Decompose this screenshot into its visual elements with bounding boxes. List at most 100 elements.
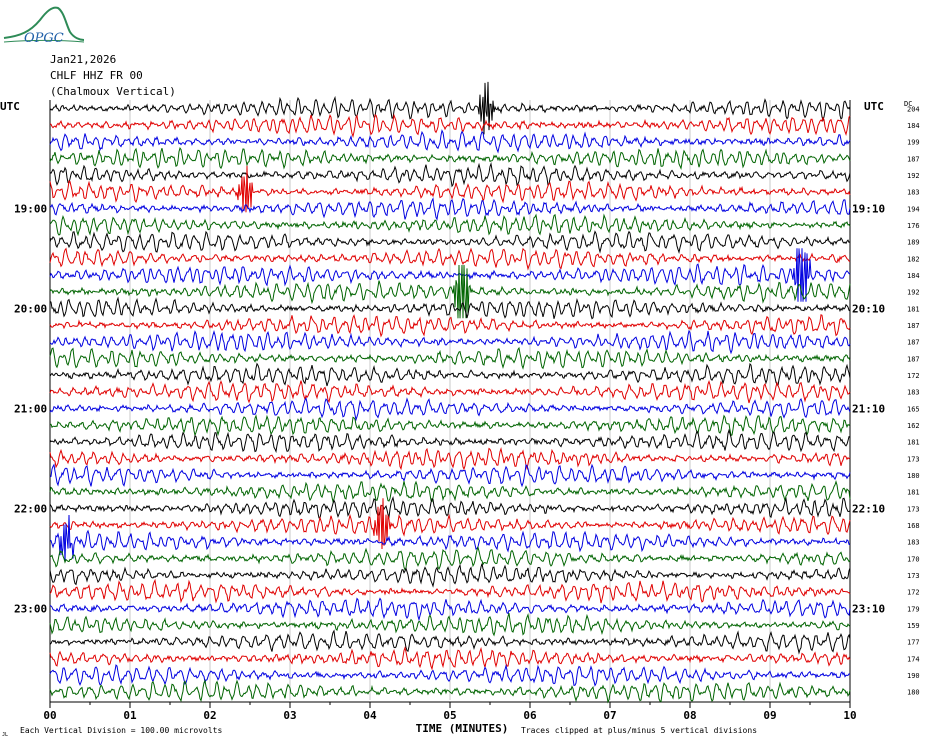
seismic-trace-30 [49, 597, 851, 622]
time-tick-label: 06 [523, 709, 537, 722]
dc-offset-value: 179 [907, 605, 920, 613]
dc-offset-value: 172 [907, 589, 920, 597]
dc-offset-value: 180 [907, 472, 920, 480]
dc-offset-value: 159 [907, 622, 920, 630]
seismic-trace-33 [49, 646, 851, 671]
seismic-trace-32 [49, 629, 851, 655]
seismic-trace-18 [49, 397, 851, 422]
seismic-trace-25 [49, 498, 851, 550]
right-hour-label: 23:10 [852, 602, 885, 615]
seismic-trace-17 [49, 379, 851, 404]
time-axis-title: TIME (MINUTES) [416, 722, 509, 735]
time-tick-label: 05 [443, 709, 456, 722]
seismic-trace-13 [49, 314, 851, 338]
time-tick-label: 00 [43, 709, 56, 722]
station-description: (Chalmoux Vertical) [50, 85, 176, 98]
axis-labels: UTC UTC DC 19:00 20:00 21:00 22:00 23:00 19:10 20… [0, 100, 920, 738]
dc-offset-value: 172 [907, 372, 920, 380]
dc-offset-value: 165 [907, 405, 920, 413]
dc-offset-value: 183 [907, 189, 920, 197]
seismic-trace-22 [49, 463, 851, 488]
right-hour-label: 22:10 [852, 502, 885, 515]
logo-text: OPGC [24, 31, 64, 46]
dc-offset-value: 192 [907, 289, 920, 297]
time-tick-label: 04 [363, 709, 377, 722]
right-utc-label: UTC [864, 100, 884, 113]
seismic-trace-23 [49, 480, 851, 504]
seismic-trace-26 [49, 514, 851, 563]
dc-offset-value: 177 [907, 639, 920, 647]
dc-offset-value: 174 [907, 655, 920, 663]
seismic-trace-7 [49, 213, 851, 237]
left-hour-label: 21:00 [14, 402, 47, 415]
time-tick-label: 07 [603, 709, 616, 722]
dc-offset-value: 192 [907, 172, 920, 180]
seismic-trace-3 [49, 146, 851, 171]
station-code: CHLF HHZ FR 00 [50, 69, 143, 82]
dc-offset-value: 187 [907, 339, 920, 347]
dc-offset-value: 173 [907, 505, 920, 513]
left-hour-label: 22:00 [14, 502, 47, 515]
seismic-trace-2 [49, 129, 851, 154]
dc-offset-value: 180 [907, 689, 920, 697]
seismic-trace-5 [49, 165, 851, 213]
seismic-trace-1 [49, 113, 851, 138]
right-hour-label: 21:10 [852, 402, 885, 415]
vertical-division-note: Each Vertical Division = 100.00 microvol… [20, 726, 222, 735]
dc-offset-value: 170 [907, 555, 920, 563]
seismic-trace-9 [49, 247, 851, 271]
minute-grid [49, 100, 851, 708]
seismic-trace-11 [49, 264, 851, 319]
time-tick-label: 09 [763, 709, 776, 722]
right-hour-label: 20:10 [852, 302, 885, 315]
seismic-trace-8 [49, 230, 851, 255]
seismic-trace-29 [49, 578, 851, 604]
record-date: Jan21,2026 [50, 53, 117, 66]
time-tick-label: 08 [683, 709, 696, 722]
seismic-trace-24 [49, 495, 851, 519]
dc-offset-value: 183 [907, 389, 920, 397]
dc-offset-value: 184 [907, 272, 920, 280]
seismic-trace-0 [49, 81, 851, 135]
dc-offset-value: 173 [907, 455, 920, 463]
seismic-trace-12 [49, 296, 851, 320]
seismic-traces [49, 81, 851, 704]
dc-offset-value: 183 [907, 539, 920, 547]
dc-offset-value: 187 [907, 355, 920, 363]
seismic-trace-28 [49, 563, 851, 588]
clipping-note: Traces clipped at plus/minus 5 vertical … [521, 726, 757, 735]
left-hour-label: 19:00 [14, 202, 47, 215]
dc-offset-value: 199 [907, 139, 920, 147]
corner-mark: JL [2, 732, 8, 738]
left-hour-label: 20:00 [14, 302, 47, 315]
seismic-trace-34 [49, 663, 851, 687]
dc-offset-value: 181 [907, 489, 920, 497]
seismic-trace-27 [49, 545, 851, 572]
right-hour-label: 19:10 [852, 202, 885, 215]
dc-offset-value: 181 [907, 439, 920, 447]
left-utc-label: UTC [0, 100, 20, 113]
seismic-trace-14 [49, 329, 851, 355]
seismic-trace-6 [49, 197, 851, 221]
seismic-trace-20 [49, 428, 851, 454]
dc-offset-value: 189 [907, 239, 920, 247]
time-tick-label: 02 [203, 709, 216, 722]
seismic-trace-4 [49, 161, 851, 188]
left-hour-label: 23:00 [14, 602, 47, 615]
seismic-trace-10 [49, 248, 851, 302]
seismic-trace-21 [49, 447, 851, 471]
dc-offset-value: 187 [907, 322, 920, 330]
dc-offset-value: 173 [907, 572, 920, 580]
seismic-trace-16 [49, 362, 851, 387]
dc-offset-value: 182 [907, 255, 920, 263]
time-tick-label: 10 [843, 709, 856, 722]
dc-offset-value: 162 [907, 422, 920, 430]
seismic-trace-35 [49, 678, 851, 704]
time-tick-label: 01 [123, 709, 137, 722]
dc-offset-value: 184 [907, 122, 920, 130]
time-tick-label: 03 [283, 709, 296, 722]
dc-offset-value: 190 [907, 672, 920, 680]
seismic-trace-31 [49, 613, 851, 637]
